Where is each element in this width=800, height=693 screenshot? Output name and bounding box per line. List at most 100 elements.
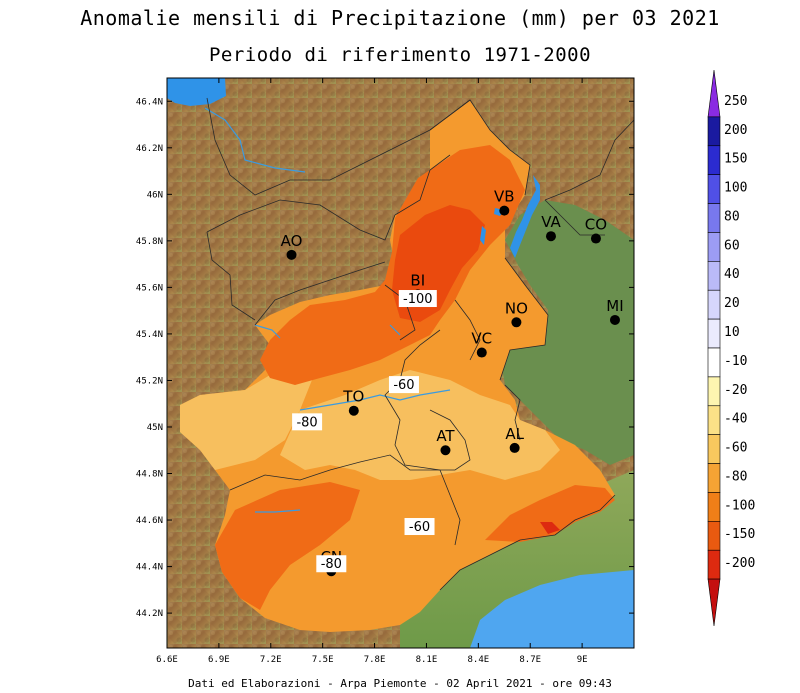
map-frame <box>166 77 635 649</box>
legend-swatch <box>707 145 721 175</box>
lake-orta <box>480 226 486 245</box>
lat-tick-label: 46.2N <box>136 144 163 154</box>
contour-label: -100 <box>403 292 433 307</box>
contour-label-box <box>316 555 347 573</box>
ligurian-sea <box>470 570 634 648</box>
legend-label: -100 <box>724 498 755 513</box>
legend-swatch <box>707 492 721 522</box>
city-label-al: AL <box>505 425 524 443</box>
legend-label: -150 <box>724 527 755 542</box>
city-marker-va <box>545 231 556 242</box>
legend-swatch <box>707 232 721 262</box>
contour-label-box <box>398 290 437 308</box>
contour-label: -80 <box>296 415 317 430</box>
lon-tick-label: 8.1E <box>416 655 438 665</box>
lon-tick-label: 9E <box>577 655 588 665</box>
lat-tick-label: 46.4N <box>136 97 163 107</box>
lon-tick-label: 7.2E <box>260 655 282 665</box>
map-title: Anomalie mensili di Precipitazione (mm) … <box>80 6 720 30</box>
city-marker-mi <box>609 314 620 325</box>
lon-tick-label: 7.5E <box>312 655 334 665</box>
longitude-axis: 6.6E 6.9E 7.2E 7.5E 7.8E 8.1E 8.4E 8.7E 9E <box>156 78 588 665</box>
city-markers: VBVACOAOBINOMIVCTOATALCN <box>281 188 624 577</box>
legend-swatch <box>707 347 721 378</box>
anomaly-severe-se <box>540 522 560 534</box>
legend-swatch <box>707 376 721 407</box>
lat-tick-label: 45.2N <box>136 376 163 386</box>
contour-label: -60 <box>393 378 414 393</box>
city-label-vb: VB <box>494 188 515 206</box>
lake-geneva <box>167 78 226 106</box>
city-marker-to <box>348 405 359 416</box>
city-marker-vc <box>476 347 487 358</box>
city-marker-at <box>440 445 451 456</box>
lake-maggiore <box>510 175 540 258</box>
city-label-va: VA <box>541 213 561 231</box>
lat-tick-label: 45N <box>147 423 163 433</box>
contour-label-box <box>388 376 419 394</box>
lon-tick-label: 7.8E <box>364 655 386 665</box>
legend-swatch <box>707 69 721 118</box>
city-label-co: CO <box>585 216 607 234</box>
legend-label: 80 <box>724 209 740 224</box>
anomaly-strong-southeast <box>485 485 615 542</box>
lat-tick-label: 45.6N <box>136 283 163 293</box>
contour-label: -80 <box>321 557 342 572</box>
contour-labels: -100 -60 -80 -60 -80 <box>292 290 437 573</box>
legend-label: 20 <box>724 296 740 311</box>
city-label-vc: VC <box>471 330 492 348</box>
legend-label: 200 <box>724 123 747 138</box>
legend-swatch <box>707 434 721 464</box>
legend-swatch <box>707 521 721 551</box>
anomaly-strong-south <box>215 482 360 610</box>
legend-label: 10 <box>724 325 740 340</box>
city-marker-al <box>509 442 520 453</box>
contour-label: -60 <box>409 520 430 535</box>
lon-tick-label: 8.4E <box>467 655 489 665</box>
legend-swatch <box>707 463 721 493</box>
lat-tick-label: 44.6N <box>136 516 163 526</box>
city-label-no: NO <box>505 299 528 317</box>
legend-swatch <box>707 289 721 320</box>
legend-swatch <box>707 203 721 233</box>
lat-tick-label: 44.8N <box>136 470 163 480</box>
data-credit: Dati ed Elaborazioni - Arpa Piemonte - 0… <box>188 677 612 690</box>
map-subtitle: Periodo di riferimento 1971-2000 <box>208 44 592 66</box>
city-label-mi: MI <box>606 297 623 315</box>
legend-swatch <box>707 116 721 147</box>
contour-label-box <box>404 518 435 536</box>
legend-swatch <box>707 261 721 291</box>
city-marker-co <box>590 233 601 244</box>
legend-label: 150 <box>724 152 747 167</box>
legend-label: -80 <box>724 469 747 484</box>
anomaly-light-center <box>280 370 560 480</box>
legend-label: 60 <box>724 238 740 253</box>
lombardy-plain <box>500 200 634 465</box>
lat-tick-label: 44.4N <box>136 563 163 573</box>
legend-swatch <box>707 578 721 627</box>
lat-tick-label: 44.2N <box>136 609 163 619</box>
city-label-at: AT <box>436 427 455 445</box>
legend-label: -60 <box>724 441 747 456</box>
legend-label: -200 <box>724 556 755 571</box>
lon-tick-label: 8.7E <box>519 655 541 665</box>
lat-tick-label: 45.8N <box>136 237 163 247</box>
latitude-axis: 46.4N 46.2N 46N 45.8N 45.6N 45.4N 45.2N 45N 44.8… <box>136 97 634 619</box>
city-marker-no <box>511 317 522 328</box>
legend-swatch <box>707 174 721 204</box>
legend-label: 40 <box>724 267 740 282</box>
lat-tick-label: 46N <box>147 190 163 200</box>
contour-label-box <box>292 413 323 431</box>
region-borders <box>206 97 634 591</box>
legend-swatch <box>707 405 721 435</box>
rivers <box>204 107 451 513</box>
city-label-ao: AO <box>281 232 303 250</box>
legend-label: -40 <box>724 412 747 427</box>
city-label-bi: BI <box>410 271 425 289</box>
legend-label: -10 <box>724 354 747 369</box>
lon-tick-label: 6.9E <box>208 655 230 665</box>
city-marker-ao <box>286 249 297 260</box>
legend-label: -20 <box>724 383 747 398</box>
anomaly-light-sw <box>180 360 320 470</box>
